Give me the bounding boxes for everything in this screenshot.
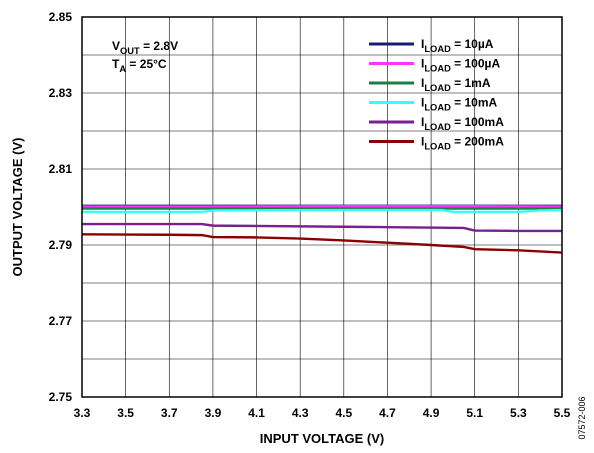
x-tick-label: 4.5 — [335, 406, 352, 420]
x-tick-label: 3.7 — [161, 406, 178, 420]
legend-label-2: ILOAD = 1mA — [421, 76, 491, 93]
y-tick-label: 2.77 — [49, 314, 73, 328]
x-tick-label: 5.3 — [510, 406, 527, 420]
series-lines — [81, 204, 563, 254]
series-line-4 — [82, 222, 562, 233]
x-tick-label: 3.9 — [205, 406, 222, 420]
x-axis-label: INPUT VOLTAGE (V) — [260, 431, 384, 446]
series-line-5 — [81, 233, 563, 254]
x-tick-label: 4.9 — [423, 406, 440, 420]
y-tick-label: 2.85 — [49, 10, 73, 24]
y-tick-label: 2.79 — [49, 238, 73, 252]
x-tick-label: 3.3 — [74, 406, 91, 420]
y-tick-label: 2.75 — [49, 390, 73, 404]
x-tick-label: 5.5 — [554, 406, 571, 420]
y-axis-label: OUTPUT VOLTAGE (V) — [10, 138, 25, 277]
x-tick-label: 4.7 — [379, 406, 396, 420]
series-line-3 — [82, 208, 563, 214]
legend-label-4: ILOAD = 100mA — [421, 115, 504, 132]
legend-label-0: ILOAD = 10µA — [421, 37, 494, 54]
y-tick-label: 2.81 — [49, 162, 73, 176]
y-tick-labels: 2.75 2.77 2.79 2.81 2.83 2.85 — [49, 10, 73, 404]
legend-label-5: ILOAD = 200mA — [421, 135, 504, 152]
ta-annotation: TA = 25°C — [112, 57, 167, 74]
legend-label-3: ILOAD = 10mA — [421, 96, 498, 113]
vout-annotation: VOUT = 2.8V — [112, 39, 178, 56]
x-tick-label: 3.5 — [117, 406, 134, 420]
plot-frame — [81, 16, 563, 398]
y-tick-label: 2.83 — [49, 86, 73, 100]
x-tick-label: 5.1 — [466, 406, 483, 420]
legend: ILOAD = 10µA ILOAD = 100µA ILOAD = 1mA ILOA… — [369, 37, 504, 152]
x-tick-label: 4.1 — [248, 406, 265, 420]
x-tick-labels: 3.3 3.5 3.7 3.9 4.1 4.3 4.5 4.7 4.9 5.1 5.3 5.5 — [74, 406, 571, 420]
figure-id: 07572-006 — [577, 396, 587, 439]
x-tick-label: 4.3 — [292, 406, 309, 420]
legend-label-1: ILOAD = 100µA — [421, 57, 500, 74]
